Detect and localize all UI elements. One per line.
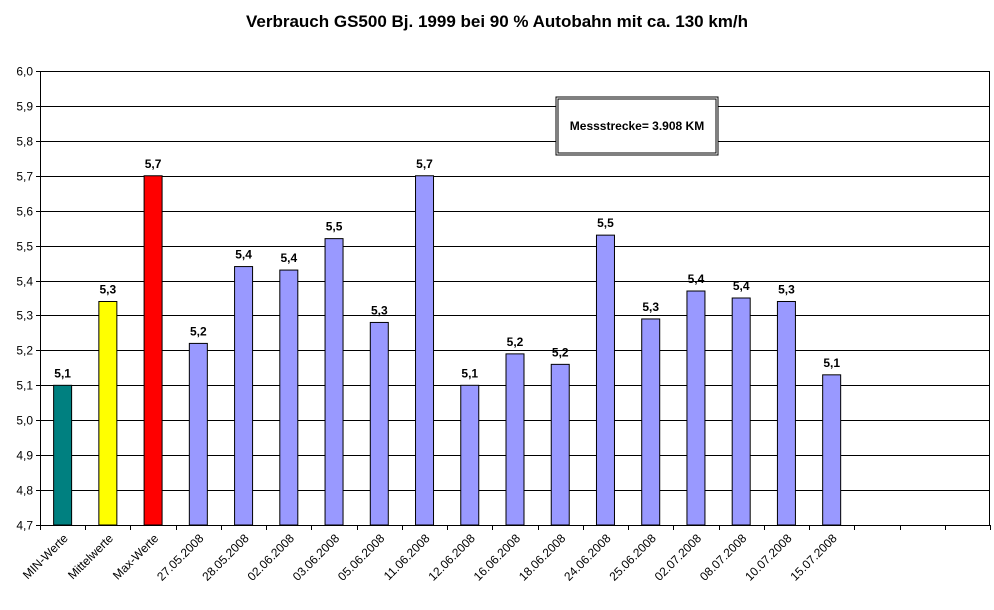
data-label: 5,7 — [416, 157, 433, 171]
x-tick-label: 03.06.2008 — [290, 531, 343, 584]
x-tick-label: Mittelwerte — [65, 531, 116, 582]
y-tick-label: 5,2 — [16, 344, 33, 358]
bar — [53, 384, 73, 526]
x-tick-label: 10.07.2008 — [742, 531, 795, 584]
y-tick-label: 5,7 — [16, 170, 33, 184]
data-label: 5,4 — [688, 272, 705, 286]
chart-title: Verbrauch GS500 Bj. 1999 bei 90 % Autoba… — [246, 12, 748, 31]
x-tick-label: 08.07.2008 — [697, 531, 750, 584]
y-tick-label: 5,6 — [16, 205, 33, 219]
bar — [731, 297, 751, 526]
bar — [776, 300, 796, 526]
y-tick-label: 5,3 — [16, 309, 33, 323]
annotation-text: Messstrecke= 3.908 KM — [570, 119, 704, 133]
x-tick-label: 02.07.2008 — [652, 531, 705, 584]
x-tick-label: 24.06.2008 — [561, 531, 614, 584]
y-tick-label: 5,0 — [16, 414, 33, 428]
bar — [641, 318, 661, 526]
data-label: 5,4 — [733, 279, 750, 293]
bar — [98, 300, 118, 526]
x-tick-label: 16.06.2008 — [471, 531, 524, 584]
x-tick-label: 12.06.2008 — [426, 531, 479, 584]
data-label: 5,4 — [235, 248, 252, 262]
x-tick-label: 18.06.2008 — [516, 531, 569, 584]
bar — [324, 238, 344, 526]
bar — [505, 353, 525, 526]
data-label: 5,4 — [280, 251, 297, 265]
data-label: 5,3 — [100, 282, 117, 296]
data-label: 5,1 — [461, 366, 478, 380]
annotation-box: Messstrecke= 3.908 KM — [555, 96, 719, 156]
y-tick-label: 6,0 — [16, 65, 33, 79]
x-tick-label: 05.06.2008 — [335, 531, 388, 584]
y-tick-label: 4,9 — [16, 449, 33, 463]
y-tick-label: 5,4 — [16, 275, 33, 289]
data-label: 5,3 — [642, 300, 659, 314]
x-tick-label: 15.07.2008 — [787, 531, 840, 584]
bar — [143, 175, 163, 526]
data-label: 5,3 — [371, 303, 388, 317]
bar — [188, 342, 208, 526]
data-label: 5,1 — [823, 356, 840, 370]
x-tick-label: 28.05.2008 — [199, 531, 252, 584]
data-label: 5,2 — [552, 345, 569, 359]
data-label: 5,2 — [190, 324, 207, 338]
x-tick-label: 11.06.2008 — [381, 531, 433, 583]
data-label: 5,5 — [597, 216, 614, 230]
data-label: 5,5 — [326, 220, 343, 234]
bar — [234, 266, 254, 526]
bar — [460, 384, 480, 526]
bar — [279, 269, 299, 526]
bar — [686, 290, 706, 526]
y-tick-label: 5,9 — [16, 100, 33, 114]
y-tick-label: 5,5 — [16, 240, 33, 254]
data-label: 5,3 — [778, 282, 795, 296]
x-tick-label: MIN-Werte — [20, 531, 71, 582]
data-label: 5,7 — [145, 157, 162, 171]
bar — [415, 175, 435, 526]
y-tick-label: 4,7 — [16, 519, 33, 533]
bar — [595, 234, 615, 526]
x-tick-label: 02.06.2008 — [245, 531, 298, 584]
y-tick-label: 5,1 — [16, 379, 33, 393]
bar — [369, 321, 389, 526]
x-tick-label: 25.06.2008 — [606, 531, 659, 584]
x-tick-label: 27.05.2008 — [154, 531, 207, 584]
data-label: 5,2 — [507, 335, 524, 349]
bar — [550, 363, 570, 526]
y-tick-label: 4,8 — [16, 484, 33, 498]
y-tick-label: 5,8 — [16, 135, 33, 149]
bar — [822, 374, 842, 526]
data-label: 5,1 — [54, 366, 71, 380]
